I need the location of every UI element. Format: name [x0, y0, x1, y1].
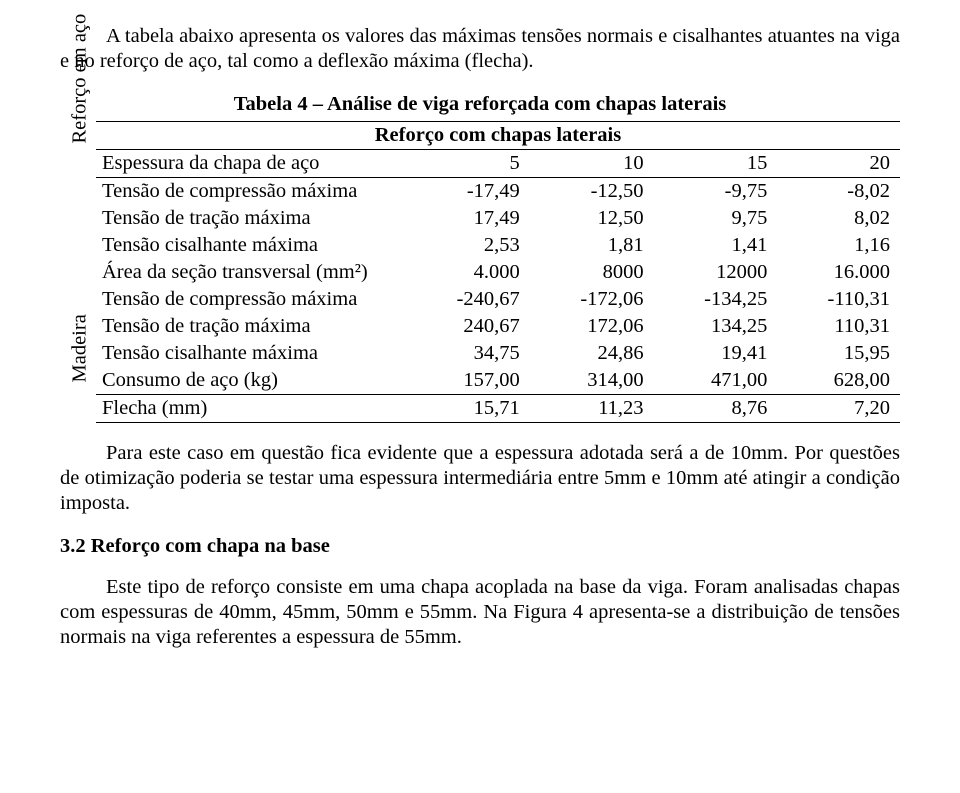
table-row: Tensão cisalhante máxima 2,53 1,81 1,41 …	[96, 232, 900, 259]
data-table: Reforço com chapas laterais Espessura da…	[96, 121, 900, 423]
cell: -9,75	[654, 178, 778, 206]
table-caption: Tabela 4 – Análise de viga reforçada com…	[60, 92, 900, 117]
cell: 11,23	[530, 395, 654, 423]
cell: -110,31	[777, 286, 900, 313]
cell: 8,76	[654, 395, 778, 423]
cell: -172,06	[530, 286, 654, 313]
cell: 12000	[654, 259, 778, 286]
side-label-reforco: Reforço em aço	[68, 108, 93, 144]
cell: 2,53	[406, 232, 530, 259]
table-row: Tensão cisalhante máxima 34,75 24,86 19,…	[96, 340, 900, 367]
table-row: Área da seção transversal (mm²) 4.000 80…	[96, 259, 900, 286]
cell: 9,75	[654, 205, 778, 232]
cell: 19,41	[654, 340, 778, 367]
cell: 12,50	[530, 205, 654, 232]
table-row: Consumo de aço (kg) 157,00 314,00 471,00…	[96, 367, 900, 395]
paragraph-3: Este tipo de reforço consiste em uma cha…	[60, 575, 900, 650]
cell: 471,00	[654, 367, 778, 395]
cell: 10	[530, 150, 654, 178]
cell: 1,41	[654, 232, 778, 259]
table-row: Tensão de compressão máxima -240,67 -172…	[96, 286, 900, 313]
cell: 134,25	[654, 313, 778, 340]
cell: 1,81	[530, 232, 654, 259]
cell: 628,00	[777, 367, 900, 395]
table-row: Tensão de tração máxima 17,49 12,50 9,75…	[96, 205, 900, 232]
cell: -240,67	[406, 286, 530, 313]
table-subhead-row: Reforço com chapas laterais	[96, 122, 900, 150]
cell: 172,06	[530, 313, 654, 340]
intro-paragraph: A tabela abaixo apresenta os valores das…	[60, 24, 900, 74]
cell: 240,67	[406, 313, 530, 340]
table-wrapper: Reforço em aço Madeira Reforço com chapa…	[60, 121, 900, 423]
cell: -17,49	[406, 178, 530, 206]
table-subhead: Reforço com chapas laterais	[96, 122, 900, 150]
row-label: Consumo de aço (kg)	[96, 367, 406, 395]
row-label: Tensão de compressão máxima	[96, 178, 406, 206]
cell: 8000	[530, 259, 654, 286]
cell: 157,00	[406, 367, 530, 395]
row-label: Tensão cisalhante máxima	[96, 340, 406, 367]
row-label: Tensão de compressão máxima	[96, 286, 406, 313]
row-label: Espessura da chapa de aço	[96, 150, 406, 178]
cell: 15,95	[777, 340, 900, 367]
cell: 15	[654, 150, 778, 178]
cell: 5	[406, 150, 530, 178]
table-row: Espessura da chapa de aço 5 10 15 20	[96, 150, 900, 178]
row-label: Tensão cisalhante máxima	[96, 232, 406, 259]
cell: 314,00	[530, 367, 654, 395]
cell: 1,16	[777, 232, 900, 259]
cell: -12,50	[530, 178, 654, 206]
section-heading: 3.2 Reforço com chapa na base	[60, 534, 900, 559]
table-row: Tensão de tração máxima 240,67 172,06 13…	[96, 313, 900, 340]
table-row: Tensão de compressão máxima -17,49 -12,5…	[96, 178, 900, 206]
cell: 4.000	[406, 259, 530, 286]
cell: 34,75	[406, 340, 530, 367]
cell: 7,20	[777, 395, 900, 423]
cell: -134,25	[654, 286, 778, 313]
cell: 15,71	[406, 395, 530, 423]
cell: 17,49	[406, 205, 530, 232]
row-label: Flecha (mm)	[96, 395, 406, 423]
vertical-labels: Reforço em aço Madeira	[60, 121, 96, 423]
cell: 16.000	[777, 259, 900, 286]
cell: 24,86	[530, 340, 654, 367]
row-label: Área da seção transversal (mm²)	[96, 259, 406, 286]
paragraph-2: Para este caso em questão fica evidente …	[60, 441, 900, 516]
cell: -8,02	[777, 178, 900, 206]
page: A tabela abaixo apresenta os valores das…	[0, 0, 960, 793]
cell: 20	[777, 150, 900, 178]
cell: 110,31	[777, 313, 900, 340]
side-label-madeira: Madeira	[68, 347, 93, 383]
row-label: Tensão de tração máxima	[96, 313, 406, 340]
table-row: Flecha (mm) 15,71 11,23 8,76 7,20	[96, 395, 900, 423]
cell: 8,02	[777, 205, 900, 232]
row-label: Tensão de tração máxima	[96, 205, 406, 232]
